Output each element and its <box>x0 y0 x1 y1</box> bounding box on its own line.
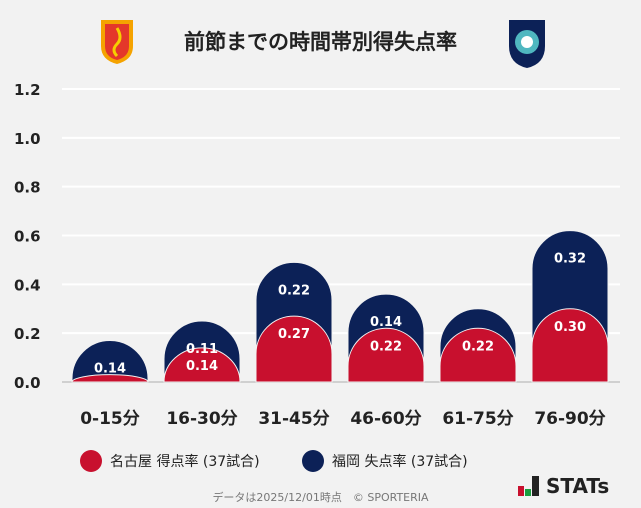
y-tick-label: 0.2 <box>14 325 41 343</box>
bar-home <box>439 327 517 383</box>
x-tick-label: 46-60分 <box>350 409 421 429</box>
nagoya-crest-icon <box>101 20 133 64</box>
x-tick-label: 0-15分 <box>80 409 140 429</box>
bar-away <box>71 339 149 383</box>
fukuoka-crest-icon <box>509 20 545 68</box>
footer-note: データは2025/12/01時点 © SPORTERIA <box>212 491 429 504</box>
chart-title: 前節までの時間帯別得失点率 <box>184 30 457 54</box>
stats-logo: STATs <box>518 476 609 496</box>
legend-label-home: 名古屋 得点率 (37試合) <box>110 454 260 470</box>
data-label-home: 0.22 <box>370 339 402 354</box>
x-tick-label: 76-90分 <box>534 409 605 429</box>
data-label-away: 0.14 <box>94 361 126 376</box>
legend-label-away: 福岡 失点率 (37試合) <box>332 454 468 470</box>
y-tick-label: 1.2 <box>14 81 41 99</box>
data-label-home: 0.27 <box>278 327 310 342</box>
legend-swatch-away <box>302 450 324 472</box>
bar-home <box>71 374 149 383</box>
data-label-home: 0.14 <box>186 359 218 374</box>
legend-item-home: 名古屋 得点率 (37試合) <box>80 450 260 472</box>
data-label-away: 0.32 <box>554 252 586 267</box>
data-label-away: 0.11 <box>186 342 218 357</box>
x-tick-label: 61-75分 <box>442 409 513 429</box>
data-label-away: 0.14 <box>370 315 402 330</box>
data-label-away: 0.22 <box>278 283 310 298</box>
stats-bars-icon <box>518 476 539 496</box>
bar-home <box>531 308 609 383</box>
y-tick-label: 0.0 <box>14 374 41 392</box>
bar-home <box>255 315 333 383</box>
y-tick-label: 0.4 <box>14 276 41 294</box>
data-label-home: 0.30 <box>554 320 586 335</box>
stats-brand-text: STATs <box>546 474 610 498</box>
x-tick-label: 31-45分 <box>258 409 329 429</box>
legend-swatch-home <box>80 450 102 472</box>
bar-home <box>347 327 425 383</box>
y-tick-label: 0.8 <box>14 179 41 197</box>
y-tick-label: 0.6 <box>14 228 41 246</box>
x-tick-label: 16-30分 <box>166 409 237 429</box>
y-tick-label: 1.0 <box>14 130 41 148</box>
bar-chart: 0.0 0.2 0.4 0.6 0.8 1.0 1.2 0.14 0-15分 0.11 0.14 16… <box>14 81 620 429</box>
bar-home <box>163 347 241 383</box>
data-label-home: 0.22 <box>462 339 494 354</box>
legend-item-away: 福岡 失点率 (37試合) <box>302 450 468 472</box>
